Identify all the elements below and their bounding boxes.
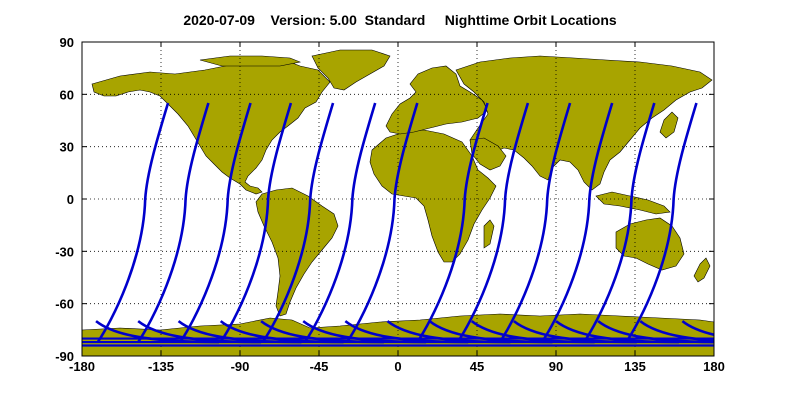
orbit-tracks: [82, 102, 714, 347]
arabia-india-link: [469, 137, 507, 171]
europe: [385, 65, 489, 135]
southeast-asia-islands: [595, 191, 671, 215]
x-tick-label: 0: [394, 359, 401, 374]
orbit-track: [346, 102, 419, 343]
y-tick-label: 30: [60, 140, 74, 155]
x-tick-label: 90: [549, 359, 563, 374]
orbit-track: [625, 102, 698, 343]
orbit-track: [583, 102, 656, 343]
orbit-track: [416, 102, 489, 343]
x-tick-label: -90: [231, 359, 250, 374]
orbit-track: [498, 102, 572, 343]
orbit-south-arc: [681, 320, 714, 337]
new-zealand: [693, 257, 711, 283]
x-tick-label: -135: [148, 359, 174, 374]
x-tick-label: 180: [703, 359, 725, 374]
x-tick-label: -45: [310, 359, 329, 374]
orbit-track: [137, 102, 210, 343]
greenland: [311, 49, 391, 91]
axis-ticks: -180 -135 -90 -45 0 45 90 135 180 90 60 30 0 -30 -60 -9…: [55, 35, 725, 374]
orbit-track: [96, 102, 170, 343]
y-tick-label: 90: [60, 35, 74, 50]
australia: [615, 217, 685, 271]
y-tick-label: -90: [55, 349, 74, 364]
madagascar: [483, 219, 495, 249]
y-tick-label: 0: [67, 192, 74, 207]
japan: [659, 111, 679, 139]
orbit-track: [456, 102, 530, 343]
chart-title: 2020-07-09 Version: 5.00 Standard Nightt…: [183, 12, 617, 28]
orbit-track: [179, 102, 252, 343]
y-tick-label: -60: [55, 297, 74, 312]
x-tick-label: -180: [69, 359, 95, 374]
x-tick-label: 45: [470, 359, 484, 374]
orbit-track: [303, 102, 377, 343]
orbit-track: [261, 102, 335, 343]
south-america: [255, 187, 339, 317]
y-tick-label: -30: [55, 244, 74, 259]
x-tick-label: 135: [624, 359, 646, 374]
orbit-track: [540, 102, 614, 343]
canada-islands: [199, 55, 302, 67]
orbit-south-arc: [639, 320, 714, 342]
y-tick-label: 60: [60, 87, 74, 102]
grid-lines: [82, 42, 714, 356]
orbit-track: [219, 102, 293, 343]
